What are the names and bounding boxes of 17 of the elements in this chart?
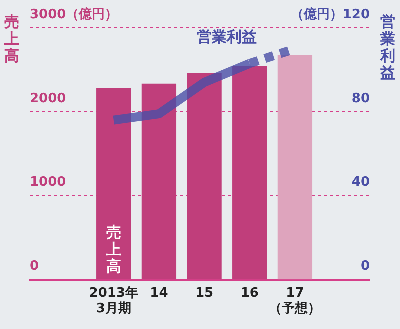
y-axis-title: 売上高 — [4, 13, 20, 65]
y2-tick-label: 80 — [352, 91, 370, 106]
y-tick-label: 2000 — [30, 91, 66, 106]
y-tick-label: 1000 — [30, 175, 66, 190]
y-tick-label: 3000（億円） — [30, 6, 118, 22]
y2-tick-label: 40 — [352, 175, 370, 190]
x-tick-label: 17 （予想） — [269, 286, 322, 317]
x-tick-label: 16 — [240, 286, 259, 301]
x-tick-label: 14 — [150, 286, 168, 301]
series-label: 売上高 — [105, 224, 122, 276]
y2-axis-title: 営業利益 — [379, 13, 396, 82]
y2-tick-label: 0 — [360, 259, 370, 274]
x-tick-label: 2013年 3月期 — [89, 286, 138, 317]
series-label: 営業利益 — [197, 28, 258, 46]
y-tick-label: 0 — [30, 259, 40, 274]
x-tick-label: 15 — [195, 286, 214, 301]
y2-tick-label: （億円）120 — [290, 6, 370, 22]
